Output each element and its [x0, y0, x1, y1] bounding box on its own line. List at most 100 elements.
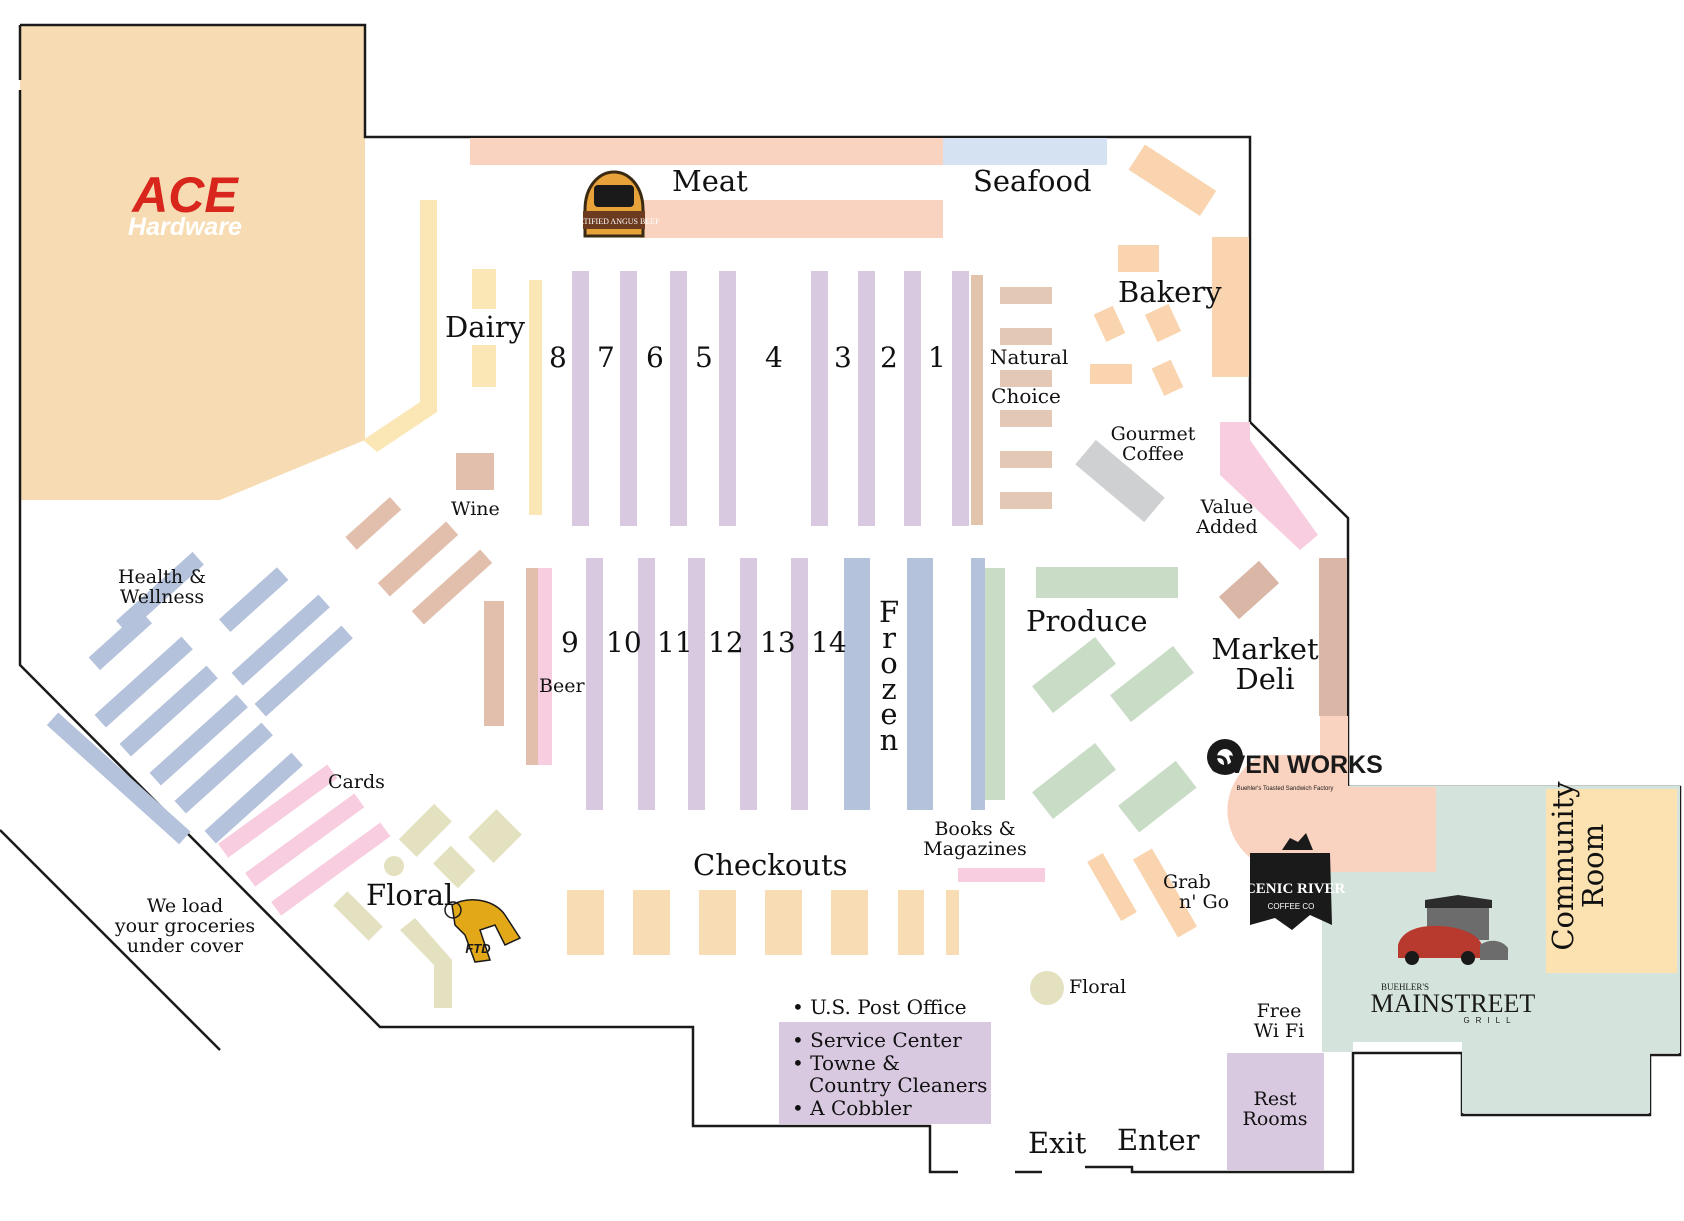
market-deli-wall[interactable] — [1319, 558, 1347, 716]
svg-text:MAINSTREET: MAINSTREET — [1371, 989, 1536, 1018]
health-wellness-label: Health & Wellness — [112, 566, 212, 608]
community-room-label: Community Room — [1546, 776, 1611, 956]
exit-label[interactable]: Exit — [1028, 1126, 1087, 1160]
meat-label: Meat — [672, 164, 748, 198]
certified-angus-beef-logo: CERTIFIED ANGUS BEEF — [568, 170, 660, 238]
curbside-loading-line-1: We load — [146, 895, 224, 917]
floral-small-fixture[interactable] — [1030, 971, 1064, 1005]
cobbler-item: • A Cobbler — [792, 1096, 912, 1120]
market-deli-line-1: Market — [1211, 632, 1319, 666]
svg-text:SCENIC RIVER: SCENIC RIVER — [1237, 881, 1346, 897]
cards-shelves — [218, 764, 391, 916]
health-wellness-line-1: Health & — [117, 566, 207, 588]
deli-seating-area[interactable] — [1227, 716, 1436, 872]
books-magazines-rack[interactable] — [958, 868, 1045, 882]
aisle-3-shelf — [858, 271, 875, 526]
svg-text:ACE: ACE — [130, 167, 239, 223]
cleaners-item-line-2: Country Cleaners — [809, 1073, 988, 1097]
rest-rooms[interactable] — [1227, 1053, 1324, 1170]
cards-label: Cards — [328, 771, 385, 793]
aisle-5-shelf — [719, 271, 736, 526]
curbside-loading-line-2: your groceries — [114, 914, 256, 937]
community-room-line-2: Room — [1576, 823, 1611, 909]
produce-tables — [1032, 567, 1197, 833]
ace-hardware-area[interactable] — [20, 25, 365, 500]
seafood-counter-wall[interactable] — [943, 138, 1107, 165]
ftd-logo: FTD — [444, 899, 522, 963]
value-added-line-2: Added — [1196, 515, 1258, 538]
curbside-loading-label: We load your groceries under cover — [110, 895, 260, 957]
gourmet-coffee-fixture[interactable] — [1075, 439, 1165, 523]
checkouts-label: Checkouts — [693, 848, 848, 882]
checkout-lanes — [567, 890, 959, 955]
top-aisles — [572, 271, 969, 526]
aisle-number-6: 6 — [646, 341, 664, 374]
svg-text:BUEHLER'S: BUEHLER'S — [1381, 982, 1429, 992]
value-added-line-1: Value — [1200, 496, 1254, 518]
beer-side-wall[interactable] — [484, 601, 504, 726]
rest-rooms-line-1: Rest — [1253, 1088, 1297, 1110]
dairy-case-1[interactable] — [472, 269, 496, 309]
aisle-11-shelf — [688, 558, 705, 810]
aisle-8-shelf — [572, 271, 589, 526]
value-added-wall[interactable] — [1220, 422, 1318, 550]
gourmet-coffee-label: Gourmet Coffee — [1108, 424, 1198, 465]
aisle-number-3: 3 — [834, 341, 852, 374]
dairy-label: Dairy — [445, 310, 526, 344]
health-wellness-line-2: Wellness — [119, 585, 205, 608]
aisle-7-shelf — [620, 271, 637, 526]
beer-fixture[interactable] — [538, 568, 552, 765]
aisle-number-4: 4 — [765, 341, 783, 374]
free-wifi-line-2: Wi Fi — [1253, 1019, 1305, 1042]
svg-text:OVEN WORKS: OVEN WORKS — [1209, 751, 1383, 779]
meat-counter-wall[interactable] — [470, 138, 943, 165]
frozen-cases — [844, 558, 985, 810]
svg-text:CERTIFIED ANGUS BEEF: CERTIFIED ANGUS BEEF — [568, 217, 660, 226]
market-deli-fixture[interactable] — [1218, 560, 1280, 620]
community-room[interactable] — [1546, 789, 1677, 973]
oven-works-logo: OVEN WORKS Buehler's Toasted Sandwich Fa… — [1207, 739, 1383, 792]
grab-n-go-line-2: n' Go — [1179, 890, 1230, 913]
community-room-line-1: Community — [1546, 781, 1580, 951]
svg-text:Buehler's Toasted Sandwich Fac: Buehler's Toasted Sandwich Factory — [1237, 786, 1334, 792]
grab-n-go-label: Grab n' Go — [1163, 871, 1230, 913]
natural-choice-wall[interactable] — [971, 275, 983, 525]
aisle-4-shelf — [811, 271, 828, 526]
aisle-number-1: 1 — [928, 341, 946, 374]
meat-case[interactable] — [640, 200, 943, 238]
service-center-box[interactable] — [779, 1022, 991, 1124]
bakery-label: Bakery — [1118, 275, 1222, 309]
market-deli-line-2: Deli — [1235, 662, 1295, 697]
dairy-wall[interactable] — [363, 200, 437, 452]
grab-n-go-line-1: Grab — [1163, 871, 1211, 893]
wine-fixture[interactable] — [456, 453, 494, 490]
produce-wall[interactable] — [985, 568, 1005, 800]
svg-text:GRILL: GRILL — [1463, 1016, 1516, 1025]
dairy-case-2[interactable] — [472, 345, 496, 387]
natural-choice-label: Natural Choice — [990, 347, 1068, 407]
floral-small-label: Floral — [1069, 976, 1127, 998]
grab-n-go-fixtures — [1087, 848, 1198, 938]
svg-text:COFFEE CO: COFFEE CO — [1268, 902, 1315, 911]
gourmet-coffee-line-2: Coffee — [1122, 442, 1184, 465]
aisle-9-shelf — [586, 558, 603, 810]
aisle-1-shelf — [952, 271, 969, 526]
aisle-2-shelf — [904, 271, 921, 526]
free-wifi-label: Free Wi Fi — [1248, 1001, 1310, 1042]
aisle-12-shelf — [740, 558, 757, 810]
beer-aisle-wall[interactable] — [526, 568, 538, 765]
cover-line — [0, 829, 221, 1051]
dairy-aisle[interactable] — [529, 280, 542, 515]
health-wellness-shelves — [46, 551, 353, 845]
scenic-river-coffee-logo: SCENIC RIVER COFFEE CO — [1237, 833, 1346, 930]
aisle-number-10: 10 — [606, 626, 642, 659]
enter-label[interactable]: Enter — [1117, 1123, 1200, 1157]
aisle-10-shelf — [638, 558, 655, 810]
cleaners-item-line-1: • Towne & — [792, 1051, 900, 1075]
aisle-number-2: 2 — [880, 341, 898, 374]
wine-racks — [345, 496, 493, 625]
market-deli-label: Market Deli — [1210, 634, 1320, 695]
post-office-item: • U.S. Post Office — [792, 995, 967, 1019]
frozen-label: Frozen — [878, 595, 900, 757]
